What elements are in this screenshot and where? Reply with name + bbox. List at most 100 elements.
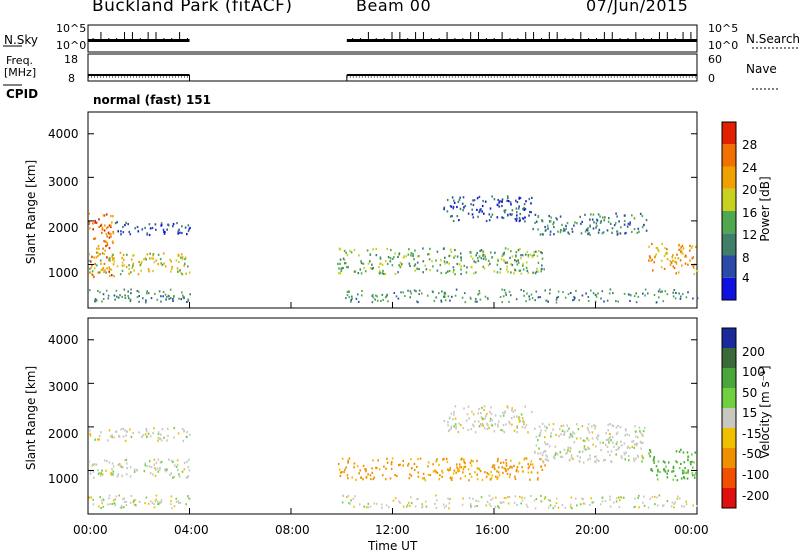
velocity-cell [89,470,92,473]
power-cell [132,264,134,267]
power-cell [516,201,519,204]
velocity-cell [348,457,351,460]
power-cell [459,252,462,255]
velocity-ground-cell [424,500,427,503]
power-cell [534,213,537,216]
xtick-0000: 00:00 [73,523,108,537]
power-ground-cell [601,290,604,293]
power-cell [693,266,695,269]
velocity-cell [185,476,188,479]
power-cell [538,250,540,253]
power-cell [453,199,455,202]
velocity-cell [635,435,637,438]
power-cell [636,231,639,234]
power-colorbar-frame [721,121,737,301]
power-ground-cell [674,297,677,300]
power-ground-cell [623,292,626,295]
velocity-cell [633,443,636,446]
power-cell [691,257,694,260]
power-cell [548,214,550,218]
velocity-ground-cell [647,506,650,509]
power-cell [176,222,178,225]
velocity-cell [641,460,643,463]
velocity-cell [427,473,430,476]
power-cell [169,258,171,261]
power-cell [502,216,505,220]
power-cell [476,252,478,255]
velocity-cell [610,460,612,463]
velocity-ground-cell [151,501,154,504]
power-cell [482,199,484,203]
power-cell [483,267,486,270]
velocity-ground-cell [503,496,506,499]
power-cell [102,268,104,271]
power-ground-cell [454,294,457,297]
velocity-ground-cell [649,497,652,500]
velocity-cell [460,466,463,469]
velocity-ground-cell [394,497,397,500]
power-cell [110,235,112,238]
power-cell [88,221,91,224]
power-cell [530,202,532,205]
power-ground-cell [168,295,170,298]
power-cell [515,254,517,257]
velocity-cell [170,459,173,462]
power-ground-cell [685,296,688,299]
power-cell [98,218,100,221]
power-ground-cell [130,288,132,291]
velocity-cell [494,423,496,426]
power-cell [384,273,387,276]
power-ground-cell [360,294,363,297]
power-ground-cell [94,300,97,303]
power-ground-cell [475,297,477,300]
velocity-cell [476,459,478,462]
power-cell [496,203,499,206]
power-ground-cell [115,295,118,298]
velocity-ground-cell [576,504,578,507]
velocity-cell [624,434,626,437]
velocity-ground-cell [615,497,618,500]
power-ground-cell [528,298,531,301]
velocity-cell [353,466,355,469]
power-cell [381,272,384,275]
velocity-cell [154,474,157,477]
power-cell [529,210,531,214]
velocity-cell [468,479,470,482]
velocity-cell [485,475,488,478]
power-cell [600,220,602,223]
velocity-ground-cell [618,506,621,508]
power-cell [470,255,472,258]
velocity-cell [691,474,694,477]
velocity-ground-cell [623,496,625,499]
velocity-cell [563,430,566,433]
power-ground-cell [545,299,547,302]
velocity-cell [432,470,435,473]
power-cell [623,223,626,226]
velocity-cell [111,468,113,471]
velocity-ground-cell [666,500,669,503]
power-cell [412,254,414,258]
power-cell [588,232,590,235]
velocity-cell [489,419,492,422]
velocity-ground-cell [534,507,537,510]
velocity-cell [587,439,590,442]
velocity-cell [113,436,115,439]
velocity-cell [663,469,666,472]
power-ground-cell [469,296,472,299]
velocity-cell [111,462,114,465]
power-cell [162,252,165,255]
power-cell [536,255,539,258]
velocity-cell [683,471,685,475]
power-cell [102,214,105,217]
velocity-cell [675,460,677,463]
power-cell [528,214,530,217]
velocity-ground-cell [108,494,111,497]
power-cell [111,258,114,261]
velocity-cell [474,471,476,474]
velocity-ground-cell [410,502,413,505]
power-cell [337,262,339,265]
power-ground-cell [635,292,637,295]
velocity-cell [439,474,441,477]
power-cell [552,223,554,226]
velocity-cell [560,425,563,428]
